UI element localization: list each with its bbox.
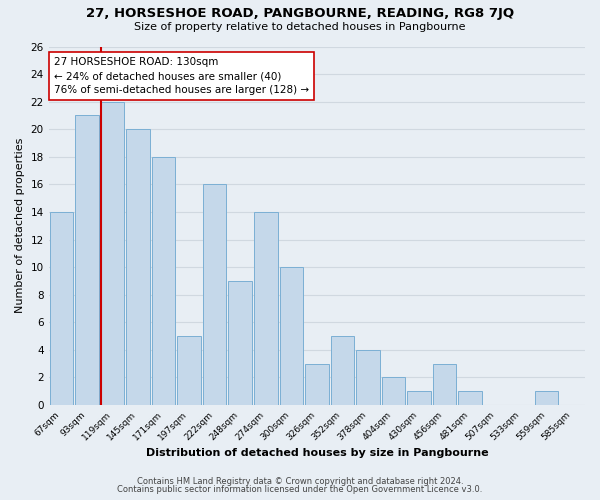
Bar [280,267,303,405]
Bar [203,184,226,405]
Bar [229,281,252,405]
Bar [407,391,431,405]
Bar [101,102,124,405]
Text: Contains public sector information licensed under the Open Government Licence v3: Contains public sector information licen… [118,485,482,494]
Bar [331,336,354,405]
Bar [50,212,73,405]
Bar [127,129,150,405]
Y-axis label: Number of detached properties: Number of detached properties [15,138,25,314]
Text: Size of property relative to detached houses in Pangbourne: Size of property relative to detached ho… [134,22,466,32]
Bar [433,364,456,405]
Bar [356,350,380,405]
Bar [305,364,329,405]
Bar [382,378,405,405]
Bar [535,391,559,405]
Text: 27 HORSESHOE ROAD: 130sqm
← 24% of detached houses are smaller (40)
76% of semi-: 27 HORSESHOE ROAD: 130sqm ← 24% of detac… [54,58,309,96]
Bar [458,391,482,405]
X-axis label: Distribution of detached houses by size in Pangbourne: Distribution of detached houses by size … [146,448,488,458]
Text: Contains HM Land Registry data © Crown copyright and database right 2024.: Contains HM Land Registry data © Crown c… [137,477,463,486]
Bar [75,116,99,405]
Bar [254,212,278,405]
Bar [152,157,175,405]
Bar [178,336,201,405]
Text: 27, HORSESHOE ROAD, PANGBOURNE, READING, RG8 7JQ: 27, HORSESHOE ROAD, PANGBOURNE, READING,… [86,8,514,20]
